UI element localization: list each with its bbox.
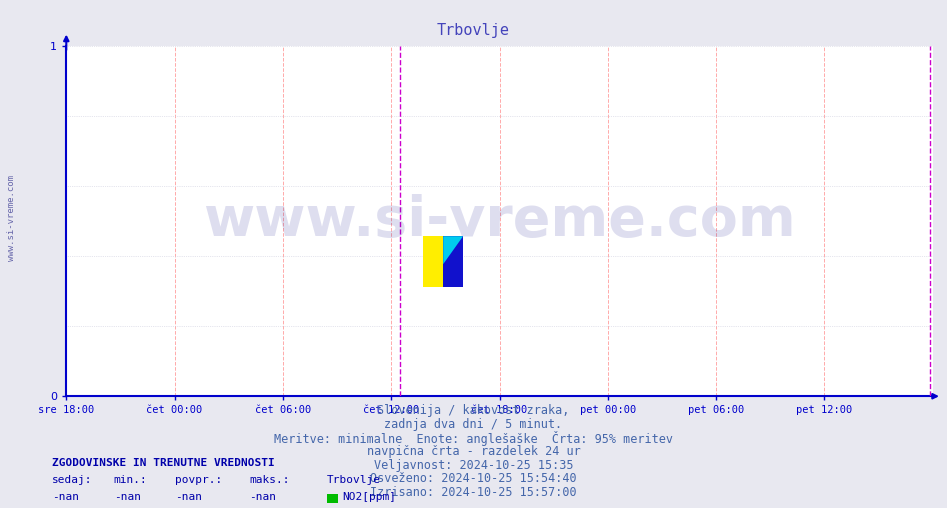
Text: www.si-vreme.com: www.si-vreme.com: [204, 194, 795, 248]
Text: -nan: -nan: [175, 492, 203, 502]
Text: -nan: -nan: [52, 492, 80, 502]
Text: Trbovlje: Trbovlje: [327, 475, 381, 485]
Text: Trbovlje: Trbovlje: [437, 23, 510, 38]
Text: min.:: min.:: [114, 475, 148, 485]
Text: NO2[ppm]: NO2[ppm]: [342, 492, 396, 502]
Text: navpična črta - razdelek 24 ur: navpična črta - razdelek 24 ur: [366, 445, 581, 458]
Text: -nan: -nan: [249, 492, 277, 502]
Text: povpr.:: povpr.:: [175, 475, 223, 485]
Text: -nan: -nan: [114, 492, 141, 502]
Text: maks.:: maks.:: [249, 475, 290, 485]
Text: Slovenija / kakovost zraka,: Slovenija / kakovost zraka,: [377, 404, 570, 417]
Bar: [423, 236, 443, 287]
Polygon shape: [443, 236, 463, 264]
Text: ZGODOVINSKE IN TRENUTNE VREDNOSTI: ZGODOVINSKE IN TRENUTNE VREDNOSTI: [52, 458, 275, 468]
Bar: [443, 236, 463, 287]
Text: Veljavnost: 2024-10-25 15:35: Veljavnost: 2024-10-25 15:35: [374, 459, 573, 472]
Text: Meritve: minimalne  Enote: anglešaške  Črta: 95% meritev: Meritve: minimalne Enote: anglešaške Črt…: [274, 431, 673, 447]
Text: www.si-vreme.com: www.si-vreme.com: [7, 175, 16, 262]
Text: sedaj:: sedaj:: [52, 475, 93, 485]
Text: Osveženo: 2024-10-25 15:54:40: Osveženo: 2024-10-25 15:54:40: [370, 472, 577, 486]
Text: Izrisano: 2024-10-25 15:57:00: Izrisano: 2024-10-25 15:57:00: [370, 486, 577, 499]
Text: zadnja dva dni / 5 minut.: zadnja dva dni / 5 minut.: [384, 418, 563, 431]
